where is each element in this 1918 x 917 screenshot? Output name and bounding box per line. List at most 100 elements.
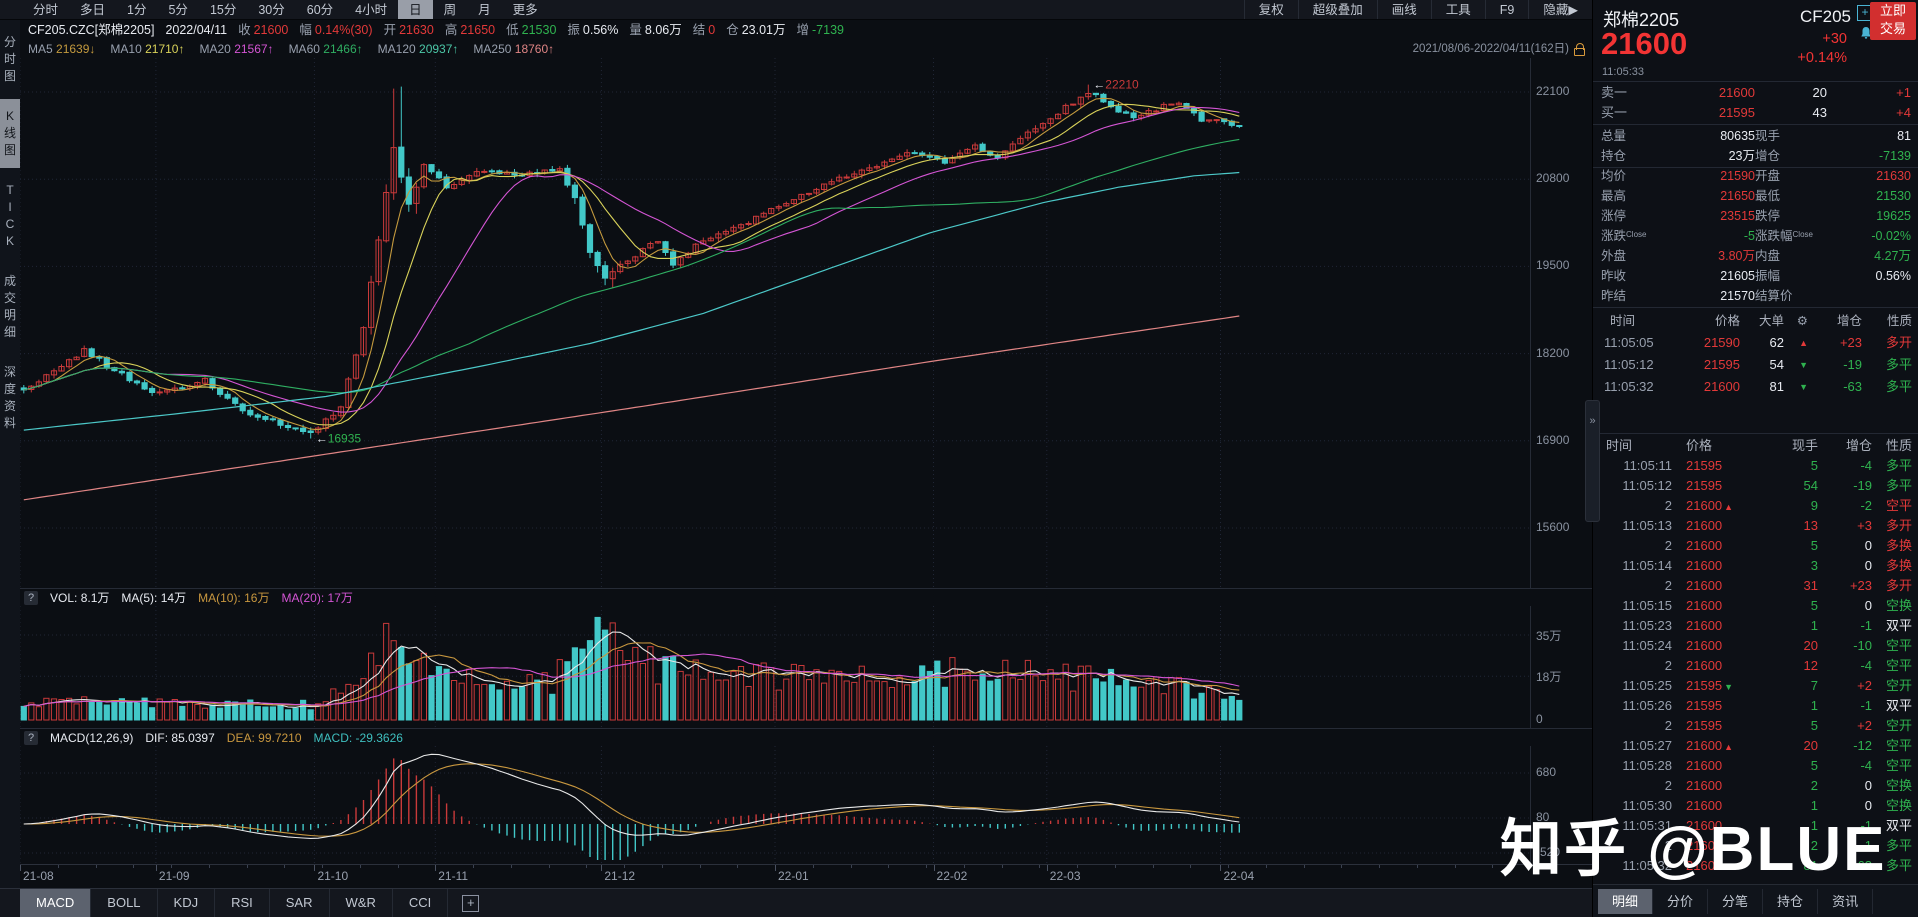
price-tick: 19500	[1536, 258, 1570, 273]
contract-info-row: CF205.CZC[郑棉2205] 2022/04/11 收 21600 幅 0.14…	[0, 20, 1620, 40]
tick-row[interactable]: 11:05:25 21595 ▼ 7 +2 空开	[1622, 678, 1912, 693]
volume-tick: 35万	[1536, 629, 1562, 643]
tick-table: 时间 价格 现手 增仓 性质 11:05:11 21595 5 -4 多平	[1593, 436, 1918, 876]
sidebar-view-tab[interactable]: 深 度 资 料	[3, 365, 16, 430]
tick-row[interactable]: 2 21600 31 +23 多开	[1664, 578, 1912, 593]
period-tab[interactable]: 15分	[209, 3, 237, 17]
info-field: 量 8.06万	[629, 23, 682, 37]
panel-tab[interactable]: 资讯	[1818, 888, 1874, 914]
indicator-tab[interactable]: SAR	[270, 889, 330, 917]
tool-button[interactable]: F9	[1484, 0, 1529, 19]
tick-row[interactable]: 11:05:31 21600 1 -1 双平	[1622, 818, 1912, 833]
quote-row: 昨收 21605 振幅 0.56%	[1601, 269, 1911, 283]
ma-legend-item: MA10 21710↑	[110, 42, 185, 56]
tick-row[interactable]: 11:05:15 21600 5 0 空换	[1622, 598, 1912, 613]
tool-button[interactable]: 复权	[1243, 0, 1298, 19]
panel-tab[interactable]: 持仓	[1763, 888, 1819, 914]
alert-bell-icon[interactable]	[1859, 26, 1873, 40]
tool-button[interactable]: 隐藏▶	[1528, 0, 1592, 19]
period-tab[interactable]: 5分	[168, 3, 188, 17]
tick-row[interactable]: 11:05:28 21600 5 -4 空平	[1622, 758, 1912, 773]
panel-tab[interactable]: 分价	[1653, 888, 1709, 914]
indicator-tab[interactable]: CCI	[393, 889, 449, 917]
bid-ask-row: 买一 21595 43 +4	[1601, 105, 1911, 120]
quote-row: 涨停 23515 跌停 19625	[1601, 209, 1911, 223]
period-tab[interactable]: 更多	[512, 3, 538, 17]
help-icon[interactable]: ?	[24, 730, 38, 745]
sidebar-view-tab[interactable]: T I C K	[5, 183, 15, 248]
date-range: 2021/08/06-2022/04/11(162日)	[1413, 40, 1586, 58]
tick-row[interactable]: 11:05:13 21600 13 +3 多开	[1622, 518, 1912, 533]
period-tab[interactable]: 周	[443, 3, 457, 17]
add-indicator-icon[interactable]: +	[462, 894, 480, 912]
macd-legend-item: DEA: 99.7210	[226, 730, 302, 745]
last-price: 21600	[1601, 26, 1688, 61]
time-axis-label: 21-11	[438, 869, 469, 883]
macd-axis: 680 80 -520	[1530, 746, 1593, 864]
period-tab[interactable]: 月	[478, 3, 491, 17]
tick-row[interactable]: 2 21600 5 0 多换	[1664, 538, 1912, 553]
tick-header: 时间 价格 现手 增仓 性质	[1606, 438, 1912, 453]
tick-row[interactable]: 11:05:14 21600 3 0 多换	[1622, 558, 1912, 573]
info-field: 幅 0.14%(30)	[299, 23, 373, 37]
period-tab[interactable]: 30分	[258, 3, 285, 17]
tick-row[interactable]: 2 21600 ▲ 9 -2 空平	[1664, 498, 1912, 513]
info-field: 振 0.56%	[567, 23, 619, 37]
time-axis-label: 22-03	[1049, 869, 1081, 883]
tick-row[interactable]: 2 21595 5 +2 空开	[1664, 718, 1912, 733]
indicator-tab[interactable]: RSI	[215, 889, 270, 917]
sidebar-view-tab[interactable]: 分 时 图	[3, 35, 16, 83]
big-order-row[interactable]: 11:05:12 21595 54 ▼ -19 多平	[1604, 357, 1912, 372]
sidebar-view-tab[interactable]: 成 交 明 细	[3, 274, 16, 339]
big-order-row[interactable]: 11:05:05 21590 62 ▲ +23 多开	[1604, 335, 1912, 350]
time-axis-label: 21-10	[317, 869, 349, 883]
panel-tab[interactable]: 明细	[1598, 888, 1654, 914]
tick-row[interactable]: 11:05:32 21600 81 -63 多平	[1622, 858, 1912, 873]
tool-button[interactable]: 超级叠加	[1297, 0, 1377, 19]
gear-icon[interactable]: ⚙	[1796, 313, 1808, 328]
candlestick-chart[interactable]: ←22210 ←16935	[19, 58, 1530, 588]
volume-legend-item: MA(20): 17万	[281, 591, 353, 605]
tick-row[interactable]: 11:05:30 21600 1 0 空换	[1622, 798, 1912, 813]
macd-chart[interactable]	[19, 746, 1530, 864]
quote-row: 最高 21650 最低 21530	[1601, 189, 1911, 203]
lock-icon[interactable]	[1574, 42, 1586, 56]
period-tab[interactable]: 多日	[80, 3, 106, 17]
tick-row[interactable]: 11:05:27 21600 ▲ 20 -12 空平	[1622, 738, 1912, 753]
tick-row[interactable]: 11:05:12 21595 54 -19 多平	[1622, 478, 1912, 493]
tick-row[interactable]: 2 21600 12 -4 空平	[1664, 658, 1912, 673]
indicator-tab[interactable]: BOLL	[91, 889, 158, 917]
period-tab[interactable]: 60分	[306, 3, 334, 17]
sidebar-view-tab[interactable]: K 线 图	[0, 99, 20, 168]
tool-button[interactable]: 工具	[1430, 0, 1485, 19]
tool-button[interactable]: 画线	[1376, 0, 1431, 19]
tick-row[interactable]: 11:05:24 21600 20 -10 空平	[1622, 638, 1912, 653]
volume-chart[interactable]	[19, 606, 1530, 728]
tick-row[interactable]: 11:05:11 21595 5 -4 多平	[1623, 458, 1912, 473]
trade-now-button[interactable]: 立即 交易	[1870, 2, 1916, 40]
tick-row[interactable]: 11:05:23 21600 1 -1 双平	[1622, 618, 1912, 633]
ma-legend-item: MA120 20937↑	[377, 42, 459, 56]
big-order-row[interactable]: 11:05:32 21600 81 ▼ -63 多平	[1604, 379, 1912, 394]
macd-legend-item: DIF: 85.0397	[145, 730, 215, 745]
help-icon[interactable]: ?	[24, 590, 38, 605]
tick-row[interactable]: 11:05:26 21595 1 -1 双平	[1622, 698, 1912, 713]
period-tab[interactable]: 1分	[127, 3, 147, 17]
view-sidebar: 分 时 图 K 线 图 T I C K 成 交 明 细深 度 资 料	[0, 20, 20, 888]
time-axis-label: 21-08	[23, 869, 54, 883]
volume-axis: 35万 18万 0	[1530, 606, 1593, 728]
info-field: 低 21530	[506, 23, 557, 37]
tick-row[interactable]: 2 21600 2 0 空换	[1664, 778, 1912, 793]
period-tab[interactable]: 4小时	[355, 3, 388, 17]
indicator-tab[interactable]: MACD	[20, 889, 92, 917]
indicator-tab[interactable]: W&R	[330, 889, 393, 917]
panel-tab[interactable]: 分笔	[1708, 888, 1764, 914]
period-tab[interactable]: 分时	[33, 3, 59, 17]
indicator-tabbar: MACD BOLL KDJ RSI SAR W&R CCI +	[0, 888, 1592, 917]
quote-panel: 郑棉2205 CF205 + 立即 交易 21600 +30 +0.14% 11:0…	[1592, 0, 1918, 917]
indicator-tab[interactable]: KDJ	[158, 889, 216, 917]
tick-row[interactable]: 2 21600 2 -1 多平	[1664, 838, 1912, 853]
period-tab[interactable]: 日	[398, 0, 433, 19]
panel-splitter-handle[interactable]: »	[1585, 400, 1600, 522]
svg-text:←16935: ←16935	[316, 432, 362, 446]
